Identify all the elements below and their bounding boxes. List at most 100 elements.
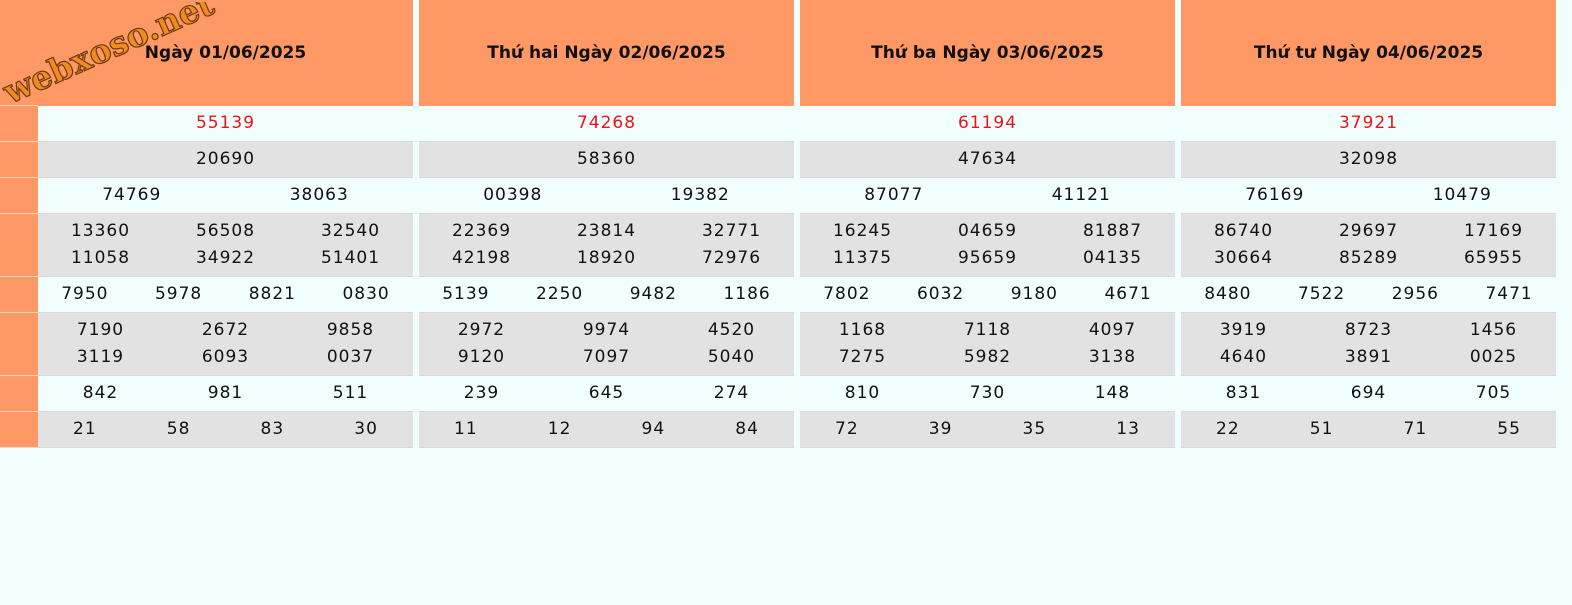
first-prize-number: 47634 xyxy=(957,149,1018,169)
seventh-prize-number: 13 xyxy=(1116,419,1140,439)
seventh-prize-number: 94 xyxy=(641,419,666,439)
day-column: Ngày 01/06/2025 55139 20690 74769 38063 13360… xyxy=(38,0,413,448)
second-prize-row: 74769 38063 xyxy=(38,178,413,214)
first-prize-row: 32098 xyxy=(1181,142,1556,178)
fourth-prize-number: 5139 xyxy=(442,284,490,304)
third-prize-number: 22369 xyxy=(451,221,512,241)
third-prize-number: 72976 xyxy=(701,248,762,268)
third-prize-number: 04135 xyxy=(1082,248,1143,268)
first-prize-row: 20690 xyxy=(38,142,413,178)
day-column: Thứ hai Ngày 02/06/2025 74268 58360 00398 19… xyxy=(419,0,794,448)
fifth-prize-number: 2972 xyxy=(457,320,506,340)
special-prize-row: 61194 xyxy=(800,106,1175,142)
third-prize-number: 65955 xyxy=(1463,248,1524,268)
sidebar-cell xyxy=(0,412,38,448)
seventh-prize-number: 22 xyxy=(1216,419,1240,439)
second-prize-row: 87077 41121 xyxy=(800,178,1175,214)
third-prize-number: 11058 xyxy=(70,248,131,268)
special-prize-number: 37921 xyxy=(1338,113,1399,133)
seventh-prize-row: 22 51 71 55 xyxy=(1181,412,1556,448)
fifth-prize-number: 3919 xyxy=(1219,320,1268,340)
sidebar-cell xyxy=(0,178,38,214)
fourth-prize-number: 8480 xyxy=(1204,284,1252,304)
third-prize-number: 04659 xyxy=(957,221,1018,241)
fourth-prize-number: 7471 xyxy=(1485,284,1533,304)
second-prize-number: 38063 xyxy=(289,185,349,205)
fifth-prize-number: 7190 xyxy=(76,320,125,340)
seventh-prize-number: 51 xyxy=(1309,419,1334,439)
fifth-prize-number: 2672 xyxy=(201,320,250,340)
second-prize-number: 41121 xyxy=(1051,185,1111,205)
sixth-prize-number: 842 xyxy=(82,383,119,403)
third-prize-number: 18920 xyxy=(576,248,637,268)
third-prize-number: 17169 xyxy=(1463,221,1524,241)
fourth-prize-row: 7802 6032 9180 4671 xyxy=(800,277,1175,313)
seventh-prize-number: 83 xyxy=(260,419,285,439)
third-prize-row: 22369 23814 32771 42198 18920 72976 xyxy=(419,214,794,277)
seventh-prize-number: 55 xyxy=(1497,419,1521,439)
fourth-prize-number: 0830 xyxy=(342,284,390,304)
fifth-prize-number: 7118 xyxy=(963,320,1012,340)
third-prize-row: 16245 04659 81887 11375 95659 04135 xyxy=(800,214,1175,277)
seventh-prize-number: 72 xyxy=(835,419,859,439)
fifth-prize-number: 3891 xyxy=(1344,347,1393,367)
sixth-prize-number: 274 xyxy=(713,383,750,403)
fifth-prize-number: 4520 xyxy=(707,320,756,340)
seventh-prize-number: 58 xyxy=(166,419,191,439)
day-header: Thứ ba Ngày 03/06/2025 xyxy=(800,0,1175,106)
fifth-prize-row: 7190 2672 9858 3119 6093 0037 xyxy=(38,313,413,376)
fourth-prize-number: 1186 xyxy=(723,284,771,304)
first-prize-row: 58360 xyxy=(419,142,794,178)
third-prize-number: 95659 xyxy=(957,248,1018,268)
third-prize-number: 30664 xyxy=(1213,248,1274,268)
fourth-prize-number: 6032 xyxy=(916,284,965,304)
third-prize-number: 85289 xyxy=(1338,248,1399,268)
seventh-prize-row: 72 39 35 13 xyxy=(800,412,1175,448)
seventh-prize-number: 12 xyxy=(547,419,572,439)
second-prize-number: 10479 xyxy=(1432,185,1492,205)
third-prize-number: 34922 xyxy=(195,248,256,268)
third-prize-number: 11375 xyxy=(832,248,893,268)
second-prize-number: 76169 xyxy=(1245,185,1305,205)
fourth-prize-number: 7950 xyxy=(61,284,109,304)
fifth-prize-number: 7275 xyxy=(838,347,887,367)
day-header: Thứ tư Ngày 04/06/2025 xyxy=(1181,0,1556,106)
fifth-prize-number: 0037 xyxy=(326,347,375,367)
third-prize-number: 32771 xyxy=(701,221,762,241)
first-prize-number: 32098 xyxy=(1338,149,1399,169)
seventh-prize-number: 84 xyxy=(735,419,759,439)
third-prize-number: 51401 xyxy=(320,248,381,268)
special-prize-number: 74268 xyxy=(576,113,637,133)
seventh-prize-number: 30 xyxy=(354,419,378,439)
fifth-prize-row: 3919 8723 1456 4640 3891 0025 xyxy=(1181,313,1556,376)
fifth-prize-number: 6093 xyxy=(201,347,250,367)
fourth-prize-row: 5139 2250 9482 1186 xyxy=(419,277,794,313)
sixth-prize-number: 645 xyxy=(588,383,625,403)
fourth-prize-number: 7802 xyxy=(823,284,871,304)
third-prize-number: 23814 xyxy=(576,221,637,241)
day-column: Thứ ba Ngày 03/06/2025 61194 47634 87077 411… xyxy=(800,0,1175,448)
fifth-prize-number: 8723 xyxy=(1344,320,1393,340)
third-prize-number: 81887 xyxy=(1082,221,1143,241)
fourth-prize-row: 8480 7522 2956 7471 xyxy=(1181,277,1556,313)
third-prize-row: 13360 56508 32540 11058 34922 51401 xyxy=(38,214,413,277)
fifth-prize-number: 9120 xyxy=(457,347,506,367)
sixth-prize-row: 239 645 274 xyxy=(419,376,794,412)
special-prize-row: 74268 xyxy=(419,106,794,142)
second-prize-number: 87077 xyxy=(864,185,924,205)
fifth-prize-number: 5040 xyxy=(707,347,756,367)
day-header: Ngày 01/06/2025 xyxy=(38,0,413,106)
fourth-prize-number: 9180 xyxy=(1010,284,1058,304)
special-prize-row: 55139 xyxy=(38,106,413,142)
first-prize-row: 47634 xyxy=(800,142,1175,178)
second-prize-row: 76169 10479 xyxy=(1181,178,1556,214)
seventh-prize-row: 21 58 83 30 xyxy=(38,412,413,448)
day-header: Thứ hai Ngày 02/06/2025 xyxy=(419,0,794,106)
fourth-prize-number: 8821 xyxy=(248,284,296,304)
third-prize-number: 42198 xyxy=(451,248,512,268)
sixth-prize-number: 705 xyxy=(1475,383,1512,403)
seventh-prize-number: 71 xyxy=(1403,419,1428,439)
fourth-prize-number: 2956 xyxy=(1391,284,1439,304)
third-prize-number: 13360 xyxy=(70,221,131,241)
